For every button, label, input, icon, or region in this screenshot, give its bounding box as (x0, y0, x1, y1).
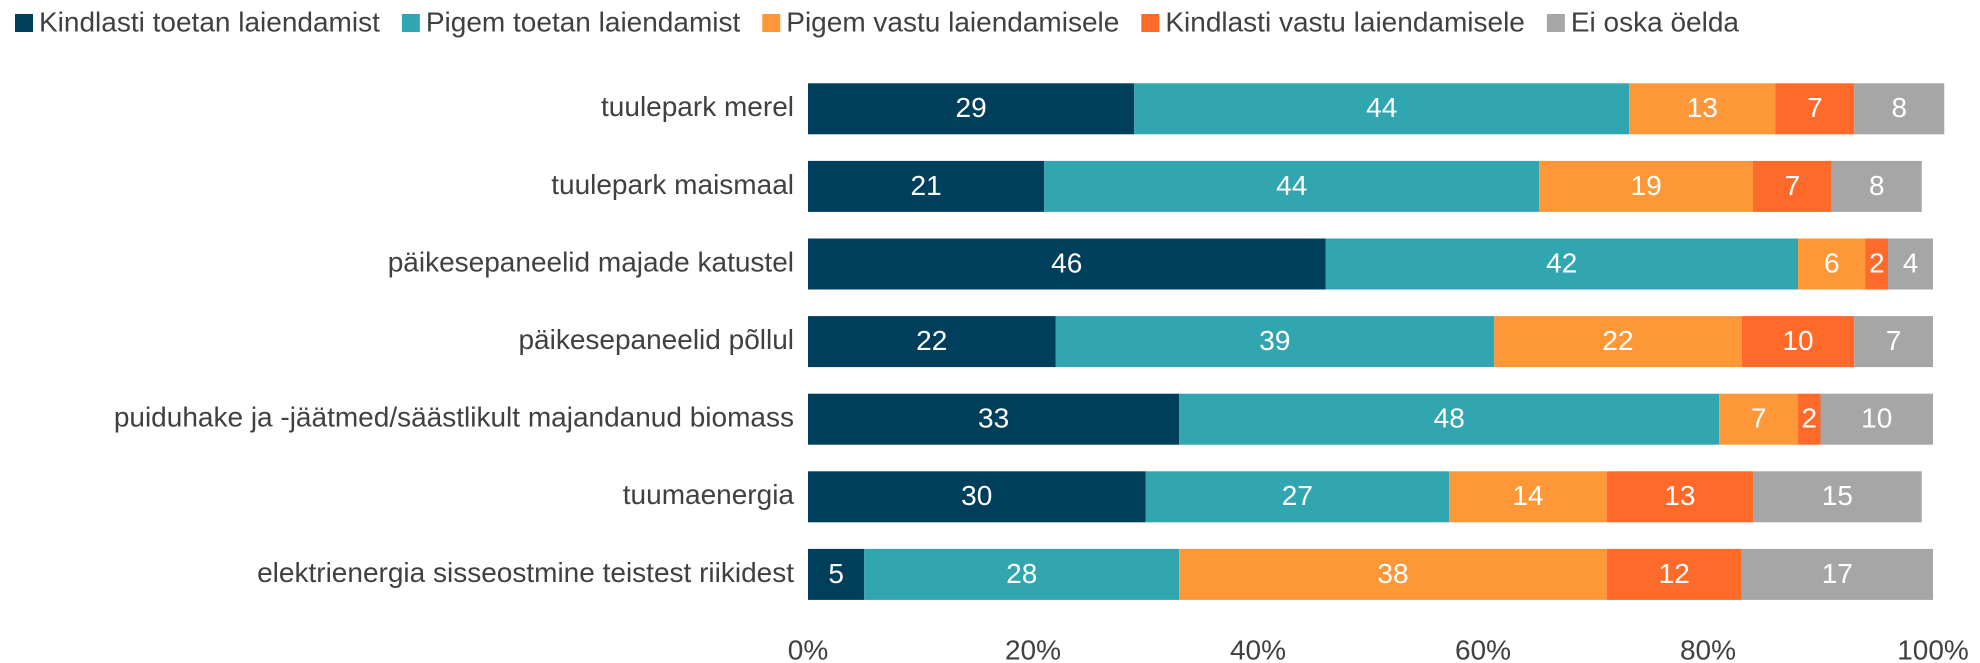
bar-segment (808, 393, 1180, 445)
category-label: tuulepark maismaal (551, 169, 794, 200)
legend-swatch (762, 14, 781, 32)
value-label: 27 (1282, 480, 1313, 511)
bar-segment (1179, 548, 1607, 600)
legend-swatch (401, 14, 420, 32)
legend-swatch (1141, 14, 1160, 32)
legend-label: Kindlasti toetan laiendamist (39, 6, 380, 37)
bar-segment (1134, 83, 1630, 135)
value-label: 6 (1824, 247, 1840, 278)
bar-segment (1798, 393, 1821, 445)
value-label: 30 (961, 480, 992, 511)
value-label: 7 (1886, 325, 1902, 356)
value-label: 39 (1259, 325, 1290, 356)
value-label: 21 (911, 170, 942, 201)
value-label: 7 (1807, 92, 1823, 123)
category-label: elektrienergia sisseostmine teistest rii… (257, 557, 794, 588)
value-label: 44 (1366, 92, 1397, 123)
value-label: 13 (1687, 92, 1718, 123)
bar-segment (1145, 471, 1450, 523)
x-tick-label: 0% (788, 634, 828, 663)
x-tick-label: 60% (1455, 634, 1511, 663)
bar-segment (808, 471, 1146, 523)
value-label: 8 (1869, 170, 1885, 201)
bar-segment (808, 548, 865, 600)
bar-segment (1629, 83, 1776, 135)
bar-segment (1494, 316, 1742, 368)
bar-segment (1044, 160, 1540, 212)
value-label: 10 (1861, 403, 1892, 434)
value-label: 14 (1512, 480, 1543, 511)
legend-label: Kindlasti vastu laiendamisele (1165, 6, 1525, 37)
value-label: 8 (1891, 92, 1907, 123)
bar-segment (1055, 316, 1495, 368)
bar-segment (1798, 238, 1866, 290)
value-label: 4 (1903, 247, 1919, 278)
value-label: 2 (1869, 247, 1885, 278)
value-label: 48 (1434, 403, 1465, 434)
x-tick-label: 20% (1005, 634, 1061, 663)
bar-segment (808, 238, 1326, 290)
value-label: 44 (1276, 170, 1307, 201)
value-label: 10 (1782, 325, 1813, 356)
value-label: 19 (1631, 170, 1662, 201)
value-label: 5 (828, 558, 844, 589)
bar-segment (1854, 316, 1933, 368)
bar-segment (1753, 160, 1832, 212)
bar-segment (1539, 160, 1753, 212)
value-label: 29 (956, 92, 987, 123)
bar-segment (1888, 238, 1933, 290)
value-label: 12 (1659, 558, 1690, 589)
legend-label: Pigem toetan laiendamist (426, 6, 741, 37)
value-label: 33 (978, 403, 1009, 434)
value-label: 46 (1051, 247, 1082, 278)
bar-segment (1179, 393, 1720, 445)
value-label: 7 (1751, 403, 1767, 434)
category-label: päikesepaneelid majade katustel (388, 246, 794, 277)
value-label: 42 (1546, 247, 1577, 278)
value-label: 17 (1822, 558, 1853, 589)
bar-segment (808, 160, 1045, 212)
bar-segment (1606, 548, 1742, 600)
category-label: puiduhake ja -jäätmed/säästlikult majand… (114, 402, 794, 433)
bar-segment (1865, 238, 1888, 290)
category-label: päikesepaneelid põllul (518, 324, 794, 355)
bar-segment (1741, 548, 1933, 600)
legend-swatch (15, 14, 33, 32)
bar-segment (1449, 471, 1607, 523)
value-label: 22 (1602, 325, 1633, 356)
value-label: 15 (1822, 480, 1853, 511)
bar-segment (808, 83, 1135, 135)
value-label: 28 (1006, 558, 1037, 589)
bar-segment (1719, 393, 1798, 445)
value-label: 22 (916, 325, 947, 356)
value-label: 13 (1664, 480, 1695, 511)
value-label: 38 (1377, 558, 1408, 589)
bar-segment (1820, 393, 1933, 445)
bar-segment (1325, 238, 1798, 290)
legend-swatch (1546, 14, 1565, 32)
legend-label: Ei oska öelda (1571, 6, 1740, 37)
bar-segment (1831, 160, 1922, 212)
bar-segment (1775, 83, 1855, 135)
bar-segment (1753, 471, 1922, 523)
legend-label: Pigem vastu laiendamisele (786, 6, 1119, 37)
x-tick-label: 80% (1680, 634, 1736, 663)
bar-segment (1854, 83, 1945, 135)
x-tick-label: 40% (1230, 634, 1286, 663)
bar-segment (864, 548, 1180, 600)
category-label: tuulepark merel (601, 91, 794, 122)
value-label: 2 (1801, 403, 1817, 434)
bar-segment (1741, 316, 1855, 368)
value-label: 7 (1785, 170, 1801, 201)
category-label: tuumaenergia (623, 479, 795, 510)
bar-segment (1606, 471, 1753, 523)
bar-segment (808, 316, 1056, 368)
x-tick-label: 100% (1897, 634, 1969, 663)
